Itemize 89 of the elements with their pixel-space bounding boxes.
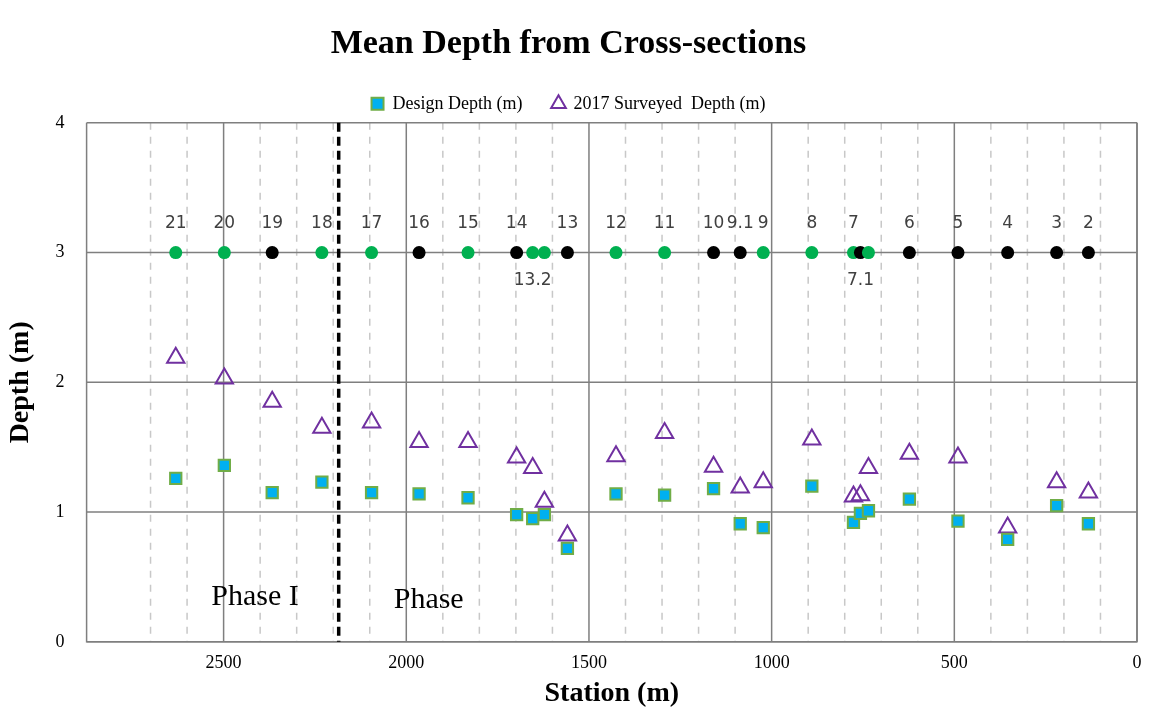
point [560,541,575,556]
x-axis-title: Station (m) [544,676,680,708]
annotation: 17 [360,212,383,233]
point [951,514,965,528]
annotation: 11 [653,212,676,233]
y-tick-label: 2 [55,371,65,392]
point [753,471,773,489]
x-tick-label: 1500 [570,652,607,673]
point [526,246,540,260]
point [609,487,623,501]
point [850,484,871,502]
y-axis-title: Depth (m) [3,321,35,444]
annotation: 15 [457,212,479,233]
y-tick-label: 1 [55,500,65,521]
point [315,246,329,260]
point [364,485,379,500]
point [1049,498,1064,513]
chart-title: Mean Depth from Cross-sections [330,23,807,61]
x-tick-label: 2500 [205,652,242,673]
annotation: 6 [903,212,915,233]
point [557,524,578,542]
point [805,479,819,493]
point [461,246,475,260]
point [861,246,875,260]
y-tick-label: 0 [55,630,65,651]
point [609,246,623,260]
point [756,246,770,260]
point [756,520,770,535]
point [1081,517,1096,531]
legend-label: 2017 Surveyed Depth (m) [573,92,766,114]
annotation: Phase [393,580,464,614]
annotation: 2 [1082,212,1094,233]
point [658,246,672,260]
point [902,246,916,260]
annotation: 13 [556,212,579,233]
point [526,511,540,526]
point [707,246,721,260]
x-tick-label: 1000 [753,652,790,673]
y-tick-label: 3 [55,241,65,262]
annotation: 21 [164,212,187,233]
annotation: 9.1 [726,212,754,233]
point [217,246,231,260]
point [1050,246,1064,260]
annotation: 12 [605,212,627,233]
legend-label: Design Depth (m) [392,92,523,114]
point [169,246,183,260]
annotation: 19 [261,212,284,233]
x-tick-label: 2000 [388,652,425,673]
point [657,488,672,502]
point [217,458,231,472]
x-tick-label: 0 [1132,652,1142,673]
x-tick-label: 500 [940,652,968,673]
annotation: 10 [702,212,725,233]
point [805,246,819,260]
y-tick-label: 4 [55,111,65,132]
point [365,246,379,260]
point [265,485,279,500]
point [169,471,183,485]
annotation: 16 [408,212,430,233]
annotation: 8 [806,212,818,233]
point [537,507,552,522]
point [706,482,721,496]
point [560,246,574,260]
point [412,487,426,501]
annotation: 18 [311,212,333,233]
point [510,246,524,260]
point [461,491,475,505]
annotation: 7.1 [846,269,874,290]
annotation: 7 [848,212,859,233]
point [1046,471,1067,489]
point [537,246,551,260]
annotation: Phase I [211,577,299,611]
point [1001,246,1015,260]
point [1001,532,1015,546]
annotation: 9 [757,212,769,233]
point [509,507,524,522]
point [315,475,329,489]
point [1081,246,1095,260]
annotation: 4 [1002,212,1014,233]
annotation: 3 [1051,212,1063,233]
point [733,246,747,260]
point [902,492,917,506]
point [265,246,279,260]
annotation: 14 [505,212,528,233]
annotation: 13.2 [513,269,552,290]
point [861,504,876,518]
point [733,517,747,531]
point [951,246,965,260]
point [412,246,426,260]
